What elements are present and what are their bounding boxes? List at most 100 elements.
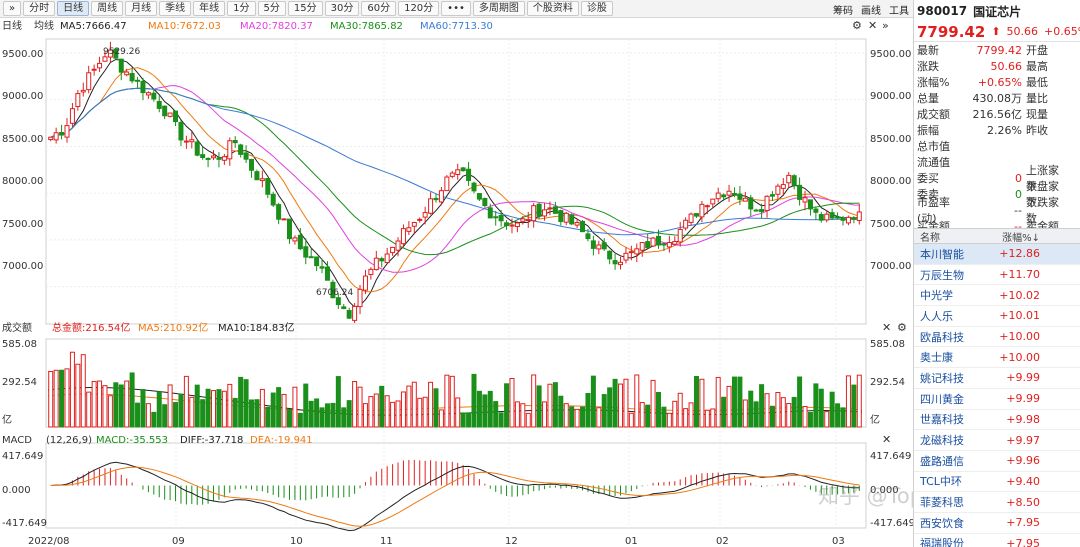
candle-body <box>238 144 244 155</box>
tab-period-1min[interactable]: 1分 <box>227 1 256 16</box>
price-tick: 8500.00 <box>2 134 43 145</box>
table-row[interactable]: 中光学 +10.02 <box>914 285 1080 307</box>
candle-body <box>48 136 54 141</box>
candle-body <box>693 213 699 217</box>
table-row[interactable]: 本川智能 +12.86 <box>914 244 1080 265</box>
volume-bar <box>509 378 515 428</box>
volume-bar <box>520 403 526 428</box>
macd-title[interactable]: MACD <box>2 435 32 446</box>
collapse-right-icon[interactable]: » <box>882 19 889 32</box>
ma10-value: MA10:7672.03 <box>148 21 221 32</box>
price-tick-right: 9000.00 <box>870 91 911 102</box>
candle-body <box>672 241 678 245</box>
diff-value: DIFF:-37.718 <box>180 435 243 446</box>
volume-bar <box>547 383 553 428</box>
candle-body <box>531 205 537 222</box>
tab-period-yearly[interactable]: 年线 <box>193 1 226 16</box>
volume-bar <box>737 376 743 428</box>
volume-bar <box>395 400 401 428</box>
column-pct[interactable]: 涨幅%↓ <box>1002 232 1040 244</box>
diagnose-button[interactable]: 诊股 <box>580 1 613 16</box>
tab-period-daily[interactable]: 日线 <box>57 1 90 16</box>
candle-body <box>330 281 336 299</box>
candle-body <box>308 256 314 259</box>
table-row[interactable]: 西安饮食 +7.95 <box>914 513 1080 534</box>
volume-bar <box>254 399 260 428</box>
price-tick-right: 7500.00 <box>870 219 911 230</box>
tab-period-60min[interactable]: 60分 <box>361 1 397 16</box>
settings-icon[interactable]: ⚙ <box>897 321 907 334</box>
candle-body <box>618 261 624 266</box>
tab-period-monthly[interactable]: 月线 <box>125 1 158 16</box>
tab-period-5min[interactable]: 5分 <box>257 1 286 16</box>
close-icon[interactable]: ✕ <box>882 433 891 446</box>
volume-tick: 585.08 <box>2 339 37 350</box>
up-arrow-icon: ⬆ <box>991 25 1001 38</box>
volume-bar <box>75 363 81 428</box>
table-row[interactable]: 四川黄金 +9.99 <box>914 389 1080 410</box>
volume-bar <box>352 381 358 428</box>
candle-body <box>748 197 754 210</box>
quote-row: 流通值 <box>917 156 950 169</box>
price-panel <box>45 38 867 325</box>
table-row[interactable]: 欧晶科技 +10.00 <box>914 327 1080 348</box>
candle-body <box>411 222 417 227</box>
toolbar-right: 筹码 画线 工具 <box>833 2 909 17</box>
tab-daily-label[interactable]: 日线 <box>2 19 22 32</box>
column-name[interactable]: 名称 <box>920 232 940 244</box>
price-tick: 9000.00 <box>2 91 43 102</box>
tools-button[interactable]: 工具 <box>889 6 909 17</box>
table-row[interactable]: TCL中环 +9.40 <box>914 472 1080 493</box>
volume-bar <box>471 373 477 428</box>
volume-bar <box>574 408 580 428</box>
candle-body <box>281 218 287 221</box>
volume-title[interactable]: 成交额 <box>2 321 32 334</box>
stock-info-button[interactable]: 个股资料 <box>526 1 579 16</box>
volume-bar <box>601 394 607 428</box>
volume-bar <box>330 402 336 428</box>
volume-ma5: MA5:210.92亿 <box>138 321 208 334</box>
table-row[interactable]: 世嘉科技 +9.98 <box>914 410 1080 431</box>
collapse-icon[interactable]: » <box>3 1 22 16</box>
quote-row: 委买 0 上涨家数 <box>917 164 1059 193</box>
table-row[interactable]: 菲菱科思 +8.50 <box>914 492 1080 513</box>
table-row[interactable]: 龙磁科技 +9.97 <box>914 430 1080 451</box>
draw-line-button[interactable]: 画线 <box>861 6 881 17</box>
tab-period-120min[interactable]: 120分 <box>398 1 440 16</box>
tab-period-intraday[interactable]: 分时 <box>23 1 56 16</box>
chips-button[interactable]: 筹码 <box>833 6 853 17</box>
macd-tick-right: 0.000 <box>870 485 899 496</box>
volume-bar <box>80 354 86 428</box>
candle-body <box>845 216 851 224</box>
volume-bar <box>200 399 206 428</box>
close-icon[interactable]: ✕ <box>868 19 877 32</box>
candle-body <box>666 242 672 248</box>
kline-chart[interactable]: 日线 均线 MA5:7666.47 MA10:7672.03 MA20:7820… <box>0 18 913 547</box>
volume-bar <box>362 403 368 428</box>
quote-row: 涨幅% +0.65% 最低 <box>917 75 1048 90</box>
table-row[interactable]: 万辰生物 +11.70 <box>914 265 1080 286</box>
ma60-value: MA60:7713.30 <box>420 21 493 32</box>
multi-period-button[interactable]: 多周期图 <box>472 1 525 16</box>
volume-bar <box>107 395 113 428</box>
more-icon[interactable]: ••• <box>441 1 471 16</box>
table-row[interactable]: 福瑞股份 +7.95 <box>914 534 1080 547</box>
tab-period-30min[interactable]: 30分 <box>324 1 360 16</box>
candle-body <box>221 156 227 161</box>
candle-body <box>113 48 119 59</box>
table-row[interactable]: 盛路通信 +9.96 <box>914 451 1080 472</box>
close-icon[interactable]: ✕ <box>882 321 891 334</box>
table-row[interactable]: 奥士康 +10.00 <box>914 347 1080 369</box>
tab-period-quarterly[interactable]: 季线 <box>159 1 192 16</box>
volume-bar <box>346 400 352 428</box>
tab-period-15min[interactable]: 15分 <box>287 1 323 16</box>
dea-line <box>50 466 860 527</box>
table-row[interactable]: 姚记科技 +9.99 <box>914 368 1080 389</box>
table-row[interactable]: 人人乐 +10.01 <box>914 306 1080 327</box>
candle-body <box>297 234 303 250</box>
tab-period-weekly[interactable]: 周线 <box>91 1 124 16</box>
settings-icon[interactable]: ⚙ <box>852 19 862 32</box>
volume-bar <box>829 391 835 428</box>
volume-tick: 292.54 <box>2 377 37 388</box>
dea-value: DEA:-19.941 <box>250 435 313 446</box>
